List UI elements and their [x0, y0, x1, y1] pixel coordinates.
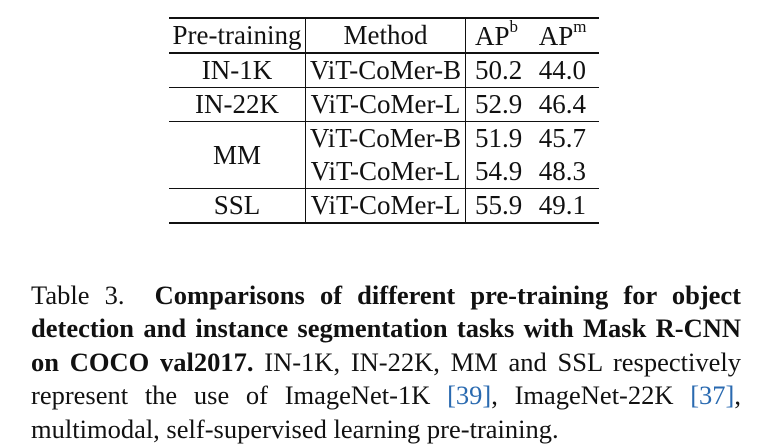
table-row: MM ViT-CoMer-B 51.9 45.7	[169, 122, 599, 156]
header-ap-mask-label: AP	[539, 21, 574, 51]
table-row: IN-1K ViT-CoMer-B 50.2 44.0	[169, 53, 599, 88]
header-ap-mask: APm	[539, 18, 599, 53]
header-pretraining: Pre-training	[169, 18, 306, 53]
table-row: SSL ViT-CoMer-L 55.9 49.1	[169, 189, 599, 224]
cell-pretraining: SSL	[169, 189, 306, 224]
table-header-row: Pre-training Method APb APm	[169, 18, 599, 53]
header-method: Method	[306, 18, 466, 53]
citation-link[interactable]: [37]	[690, 380, 734, 410]
results-table: Pre-training Method APb APm IN-1K ViT-Co…	[169, 17, 599, 224]
cell-pretraining: MM	[169, 122, 306, 189]
header-ap-mask-sup: m	[573, 17, 586, 36]
cell-ap-box: 52.9	[465, 88, 538, 122]
header-ap-box: APb	[465, 18, 538, 53]
citation-link[interactable]: [39]	[447, 380, 491, 410]
header-ap-box-label: AP	[475, 21, 510, 51]
cell-method: ViT-CoMer-L	[306, 88, 466, 122]
cell-ap-box: 55.9	[465, 189, 538, 224]
cell-ap-mask: 46.4	[539, 88, 599, 122]
cell-ap-mask: 45.7	[539, 122, 599, 156]
cell-ap-box: 54.9	[465, 155, 538, 189]
caption-label: Table 3.	[31, 280, 124, 310]
cell-ap-mask: 44.0	[539, 53, 599, 88]
table-caption: Table 3. Comparisons of different pre-tr…	[31, 279, 741, 446]
cell-pretraining: IN-1K	[169, 53, 306, 88]
cell-ap-box: 51.9	[465, 122, 538, 156]
cell-ap-box: 50.2	[465, 53, 538, 88]
header-ap-box-sup: b	[509, 17, 518, 36]
cell-method: ViT-CoMer-B	[306, 122, 466, 156]
cell-method: ViT-CoMer-B	[306, 53, 466, 88]
results-table-container: Pre-training Method APb APm IN-1K ViT-Co…	[169, 17, 599, 224]
cell-ap-mask: 49.1	[539, 189, 599, 224]
cell-ap-mask: 48.3	[539, 155, 599, 189]
table-row: IN-22K ViT-CoMer-L 52.9 46.4	[169, 88, 599, 122]
cell-pretraining: IN-22K	[169, 88, 306, 122]
cell-method: ViT-CoMer-L	[306, 189, 466, 224]
cell-method: ViT-CoMer-L	[306, 155, 466, 189]
caption-text: , ImageNet-22K	[491, 380, 690, 410]
